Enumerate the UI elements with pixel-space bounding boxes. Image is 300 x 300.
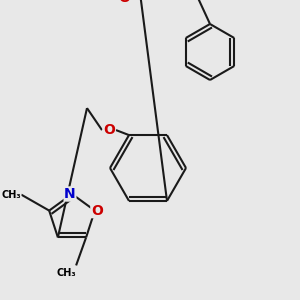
- Text: O: O: [103, 123, 115, 137]
- Text: O: O: [118, 0, 130, 5]
- Text: CH₃: CH₃: [56, 268, 76, 278]
- Text: CH₃: CH₃: [2, 190, 21, 200]
- Text: N: N: [64, 187, 76, 201]
- Text: O: O: [91, 204, 103, 218]
